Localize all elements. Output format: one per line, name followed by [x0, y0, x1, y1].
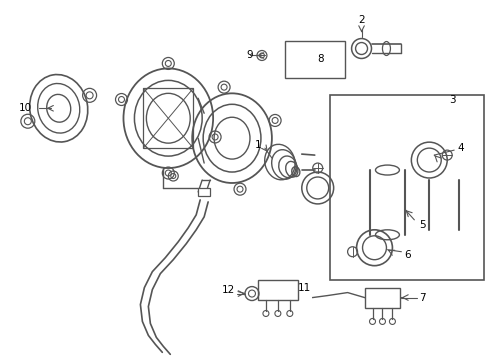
Text: 4: 4 — [457, 143, 464, 153]
Bar — [330, 95, 484, 280]
Text: 9: 9 — [246, 50, 253, 60]
Bar — [258, 280, 298, 300]
Text: 6: 6 — [404, 250, 411, 260]
Bar — [285, 41, 344, 78]
Text: 10: 10 — [19, 103, 32, 113]
Bar — [365, 288, 400, 307]
Text: 5: 5 — [419, 220, 426, 230]
Text: 8: 8 — [318, 54, 324, 64]
Text: 7: 7 — [419, 293, 426, 302]
Bar — [198, 188, 210, 196]
Text: 11: 11 — [298, 283, 311, 293]
Text: 1: 1 — [255, 140, 261, 150]
Bar — [144, 88, 193, 148]
Text: 2: 2 — [358, 15, 365, 24]
Text: 3: 3 — [449, 95, 456, 105]
Text: 12: 12 — [222, 284, 235, 294]
